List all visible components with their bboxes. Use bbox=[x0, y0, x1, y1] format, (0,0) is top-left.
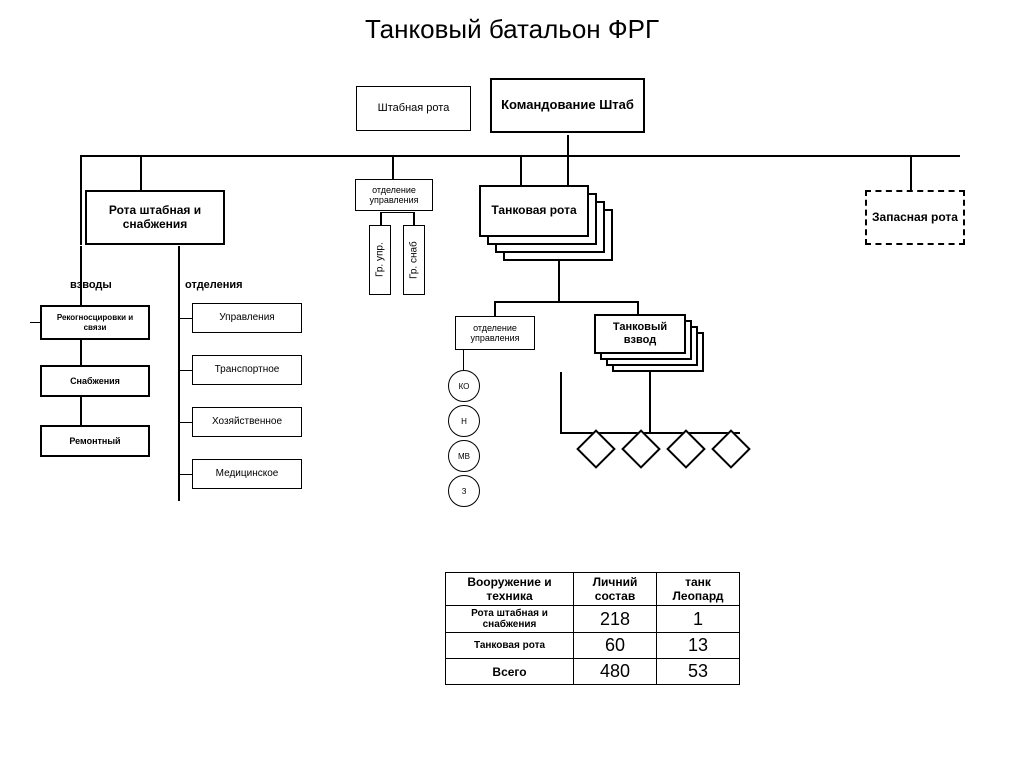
table-cell: 53 bbox=[657, 659, 740, 685]
table-cell: 480 bbox=[574, 659, 657, 685]
connector bbox=[80, 155, 82, 245]
label-platoons: взводы bbox=[70, 279, 112, 291]
table-row: Танковая рота 60 13 bbox=[446, 633, 740, 659]
page-title: Танковый батальон ФРГ bbox=[0, 14, 1024, 45]
label-sections: отделения bbox=[185, 279, 243, 291]
node-section-medical: Медицинское bbox=[192, 459, 302, 489]
node-section-control: Управления bbox=[192, 303, 302, 333]
table-row-label: Рота штабная и снабжения bbox=[446, 606, 574, 633]
connector bbox=[560, 432, 740, 434]
connector bbox=[494, 301, 496, 316]
table-row-label: Всего bbox=[446, 659, 574, 685]
table-header: Личний состав bbox=[574, 573, 657, 606]
circle-ko: КО bbox=[448, 370, 480, 402]
node-platoon-recon: Рекогносцировки и связи bbox=[40, 305, 150, 340]
node-reserve-company: Запасная рота bbox=[865, 190, 965, 245]
connector bbox=[178, 422, 192, 423]
connector bbox=[494, 301, 639, 303]
table-row: Всего 480 53 bbox=[446, 659, 740, 685]
connector bbox=[413, 212, 415, 225]
table-cell: 60 bbox=[574, 633, 657, 659]
node-tank-company: Танковая рота bbox=[479, 185, 589, 237]
node-hq-supply-company: Рота штабная и снабжения bbox=[85, 190, 225, 245]
table-row: Рота штабная и снабжения 218 1 bbox=[446, 606, 740, 633]
connector bbox=[567, 155, 569, 185]
diamond-icon bbox=[621, 429, 661, 469]
connector bbox=[380, 212, 382, 225]
table-header: Вооружение и техника bbox=[446, 573, 574, 606]
diamond-icon bbox=[576, 429, 616, 469]
connector bbox=[558, 261, 560, 301]
connector bbox=[30, 322, 40, 323]
circle-z: З bbox=[448, 475, 480, 507]
connector bbox=[520, 155, 522, 185]
connector bbox=[178, 474, 192, 475]
table-header: танк Леопард bbox=[657, 573, 740, 606]
node-section-household: Хозяйственное bbox=[192, 407, 302, 437]
node-tank-platoon: Танковый взвод bbox=[594, 314, 686, 354]
connector bbox=[463, 350, 464, 370]
node-command-hq: Командование Штаб bbox=[490, 78, 645, 133]
connector bbox=[380, 212, 415, 213]
circle-n: Н bbox=[448, 405, 480, 437]
table-row-label: Танковая рота bbox=[446, 633, 574, 659]
node-control-section-mid: отделение управления bbox=[455, 316, 535, 350]
table-cell: 218 bbox=[574, 606, 657, 633]
node-platoon-repair: Ремонтный bbox=[40, 425, 150, 457]
connector bbox=[178, 370, 192, 371]
connector bbox=[80, 246, 82, 446]
equipment-table: Вооружение и техника Личний состав танк … bbox=[445, 572, 740, 685]
table-cell: 13 bbox=[657, 633, 740, 659]
table-cell: 1 bbox=[657, 606, 740, 633]
node-control-section-top: отделение управления bbox=[355, 179, 433, 211]
connector bbox=[649, 372, 651, 432]
node-grp-supply: Гр. снаб bbox=[403, 225, 425, 295]
circle-mv: МВ bbox=[448, 440, 480, 472]
connector bbox=[178, 318, 192, 319]
connector bbox=[392, 155, 394, 179]
node-grp-control: Гр. упр. bbox=[369, 225, 391, 295]
diagram-canvas: Танковый батальон ФРГ Штабная рота Коман… bbox=[0, 0, 1024, 767]
diamond-icon bbox=[711, 429, 751, 469]
node-hq-company-small: Штабная рота bbox=[356, 86, 471, 131]
connector bbox=[560, 372, 562, 434]
connector bbox=[567, 135, 569, 155]
connector bbox=[178, 246, 180, 501]
diamond-icon bbox=[666, 429, 706, 469]
connector bbox=[910, 155, 912, 190]
connector bbox=[140, 155, 142, 190]
node-platoon-supply: Снабжения bbox=[40, 365, 150, 397]
node-section-transport: Транспортное bbox=[192, 355, 302, 385]
table-header-row: Вооружение и техника Личний состав танк … bbox=[446, 573, 740, 606]
